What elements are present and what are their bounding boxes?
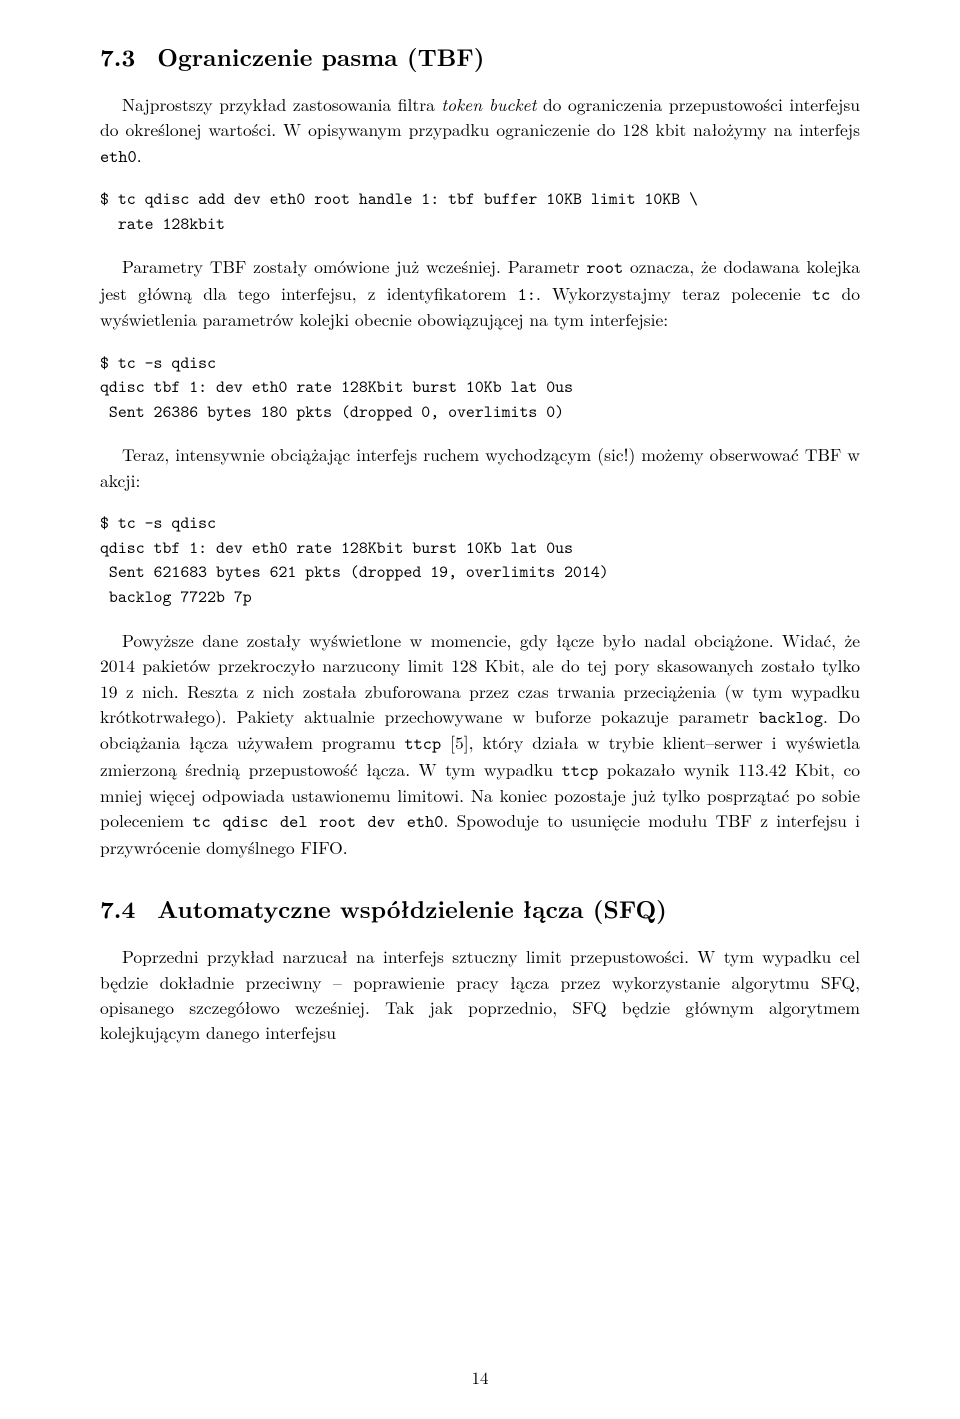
page-number: 14 xyxy=(0,1365,960,1389)
paragraph-2: Parametry TBF zostały omówione już wcześ… xyxy=(100,254,860,332)
section-title: Automatyczne współdzielenie łącza (SFQ) xyxy=(157,892,667,926)
section-title: Ograniczenie pasma (TBF) xyxy=(157,40,484,74)
code-block-3: $ tc -s qdisc qdisc tbf 1: dev eth0 rate… xyxy=(100,511,860,610)
p4-cmd: tc qdisc del root dev eth0 xyxy=(192,809,443,833)
document-page: 7.3 Ograniczenie pasma (TBF) Najprostszy … xyxy=(0,0,960,1419)
paragraph-1: Najprostszy przykład zastosowania filtra… xyxy=(100,92,860,169)
section-7-4-heading: 7.4 Automatyczne współdzielenie łącza (SF… xyxy=(100,892,860,926)
paragraph-3: Teraz, intensywnie obciążając interfejs … xyxy=(100,442,860,493)
code-block-2: $ tc -s qdisc qdisc tbf 1: dev eth0 rate… xyxy=(100,351,860,425)
code-block-1: $ tc qdisc add dev eth0 root handle 1: t… xyxy=(100,187,860,236)
section-7-3-heading: 7.3 Ograniczenie pasma (TBF) xyxy=(100,40,860,74)
paragraph-4: Powyższe dane zostały wyświetlone w mome… xyxy=(100,628,860,860)
p4-ttcp1: ttcp xyxy=(404,731,441,755)
p4-text-a: Powyższe dane zostały wyświetlone w mome… xyxy=(100,628,860,729)
paragraph-5: Poprzedni przykład narzucał na interfejs… xyxy=(100,944,860,1046)
p4-backlog: backlog xyxy=(759,705,823,729)
section-number: 7.4 xyxy=(100,892,135,926)
p4-ttcp2: ttcp xyxy=(562,758,599,782)
section-number: 7.3 xyxy=(100,40,135,74)
